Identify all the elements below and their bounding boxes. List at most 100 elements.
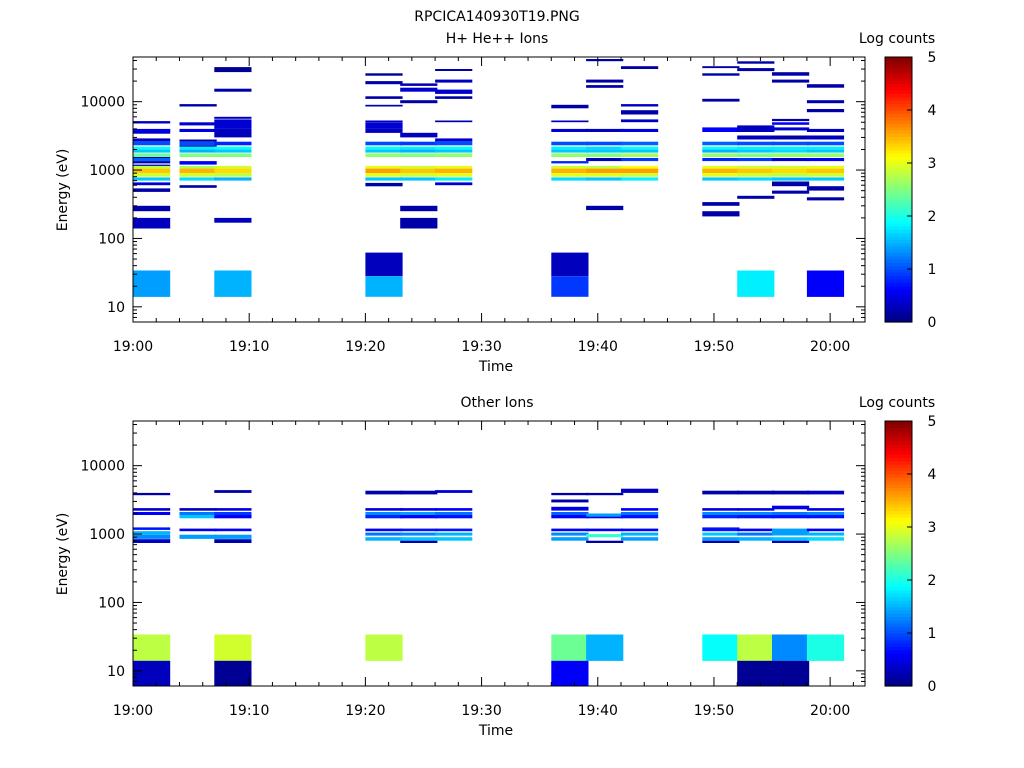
heatmap-cell	[702, 202, 740, 206]
colorbar-segment	[885, 57, 912, 61]
heatmap-cell	[702, 66, 740, 69]
heatmap-cell	[772, 79, 810, 83]
heatmap-cell	[737, 634, 775, 661]
heatmap-cell	[772, 540, 810, 543]
heatmap-cell	[586, 173, 624, 177]
colorbar-segment	[885, 179, 912, 184]
colorbar-segment	[885, 83, 912, 88]
heatmap-cell	[214, 119, 252, 129]
heatmap-cell	[702, 141, 740, 146]
colorbar-segment	[885, 533, 912, 538]
heatmap-cell	[133, 188, 171, 192]
heatmap-cell	[133, 660, 171, 686]
heatmap-cell	[214, 128, 252, 138]
heatmap-cell	[621, 532, 659, 536]
heatmap-cell	[772, 135, 810, 140]
colorbar-segment	[885, 676, 912, 680]
heatmap-cell	[133, 165, 171, 169]
colorbar-tick-label: 4	[928, 103, 937, 119]
heatmap-cell	[551, 141, 589, 146]
other-ions-panel: Other Ions Log counts Energy (eV) Time 1…	[55, 395, 937, 739]
colorbar-segment	[885, 90, 912, 95]
heatmap-cell	[806, 270, 845, 297]
heatmap-cell	[435, 120, 473, 123]
colorbar-segment	[885, 245, 912, 250]
colorbar-segment	[885, 252, 912, 257]
colorbar-segment	[885, 318, 912, 323]
colorbar-segment	[885, 229, 912, 234]
heatmap-cell	[179, 534, 217, 539]
colorbar-segment	[885, 169, 912, 174]
x-tick-label: 19:20	[345, 703, 385, 719]
heatmap-cell	[772, 122, 810, 125]
heatmap-cell	[435, 168, 473, 174]
heatmap-cell	[214, 512, 252, 515]
heatmap-cell	[400, 141, 438, 146]
heatmap-cell	[365, 128, 403, 133]
heatmap-plot-area: 10 100 1000 10000 19:00 19:10 19:20 19:30 19:40 1…	[80, 56, 866, 355]
heatmap-cell	[365, 104, 403, 107]
colorbar-segment	[885, 235, 912, 240]
heatmap-cell	[737, 168, 775, 174]
heatmap-cell	[179, 528, 217, 532]
colorbar-segment	[885, 480, 912, 485]
colorbar-segment	[885, 196, 912, 201]
heatmap-cell	[133, 161, 171, 164]
heatmap-cell	[435, 165, 473, 169]
heatmap-cell	[133, 156, 171, 158]
heatmap-cell	[772, 141, 810, 146]
y-tick-label: 10	[107, 300, 125, 316]
colorbar-tick-label: 4	[928, 467, 937, 483]
heatmap-cell	[737, 177, 775, 181]
colorbar-segment	[885, 629, 912, 634]
colorbar-segment	[885, 510, 912, 515]
heatmap-cell	[772, 181, 810, 187]
heatmap-cell	[772, 177, 810, 181]
heatmap-cell	[806, 508, 845, 511]
heatmap-cell	[702, 127, 740, 132]
heatmap-cell	[365, 512, 403, 515]
colorbar-segment	[885, 470, 912, 475]
heatmap-cell	[737, 141, 775, 146]
heatmap-cell	[806, 197, 845, 201]
colorbar-segment	[885, 652, 912, 657]
heatmap-cell	[737, 528, 775, 532]
colorbar-segment	[885, 642, 912, 647]
heatmap-cell	[214, 141, 252, 146]
heatmap-cell	[365, 537, 403, 541]
heatmap-cell	[806, 177, 845, 181]
heatmap-cell	[400, 540, 438, 543]
colorbar-segment	[885, 556, 912, 561]
heatmap-cell	[702, 540, 740, 543]
heatmap-cell	[179, 128, 217, 132]
colorbar-segment	[885, 96, 912, 101]
x-tick-label: 19:00	[113, 703, 153, 719]
colorbar-segment	[885, 523, 912, 528]
colorbar-segment	[885, 659, 912, 664]
heatmap-cell	[214, 528, 252, 532]
heatmap-cell	[806, 135, 845, 140]
colorbar-segment	[885, 163, 912, 167]
heatmap-cell	[365, 165, 403, 169]
y-tick-label: 100	[98, 231, 125, 247]
colorbar-segment	[885, 589, 912, 594]
colorbar-segment	[885, 520, 912, 525]
heatmap-cell	[133, 177, 171, 181]
heatmap-cell	[806, 109, 845, 113]
colorbar-segment	[885, 143, 912, 148]
y-tick-label: 10000	[80, 95, 125, 111]
heatmap-cell	[772, 153, 810, 157]
y-tick-label: 1000	[89, 527, 125, 543]
colorbar-label: Log counts	[859, 31, 935, 47]
heatmap-cell	[586, 540, 624, 543]
heatmap-cell	[806, 165, 845, 169]
x-tick-label: 19:30	[461, 703, 501, 719]
heatmap-cell	[400, 508, 438, 511]
colorbar-segment	[885, 421, 912, 425]
colorbar-segment	[885, 576, 912, 581]
heatmap-cell	[214, 539, 252, 543]
colorbar-segment	[885, 430, 912, 435]
colorbar-segment	[885, 186, 912, 191]
heatmap-cell	[133, 634, 171, 661]
heatmap-cell	[737, 146, 775, 150]
